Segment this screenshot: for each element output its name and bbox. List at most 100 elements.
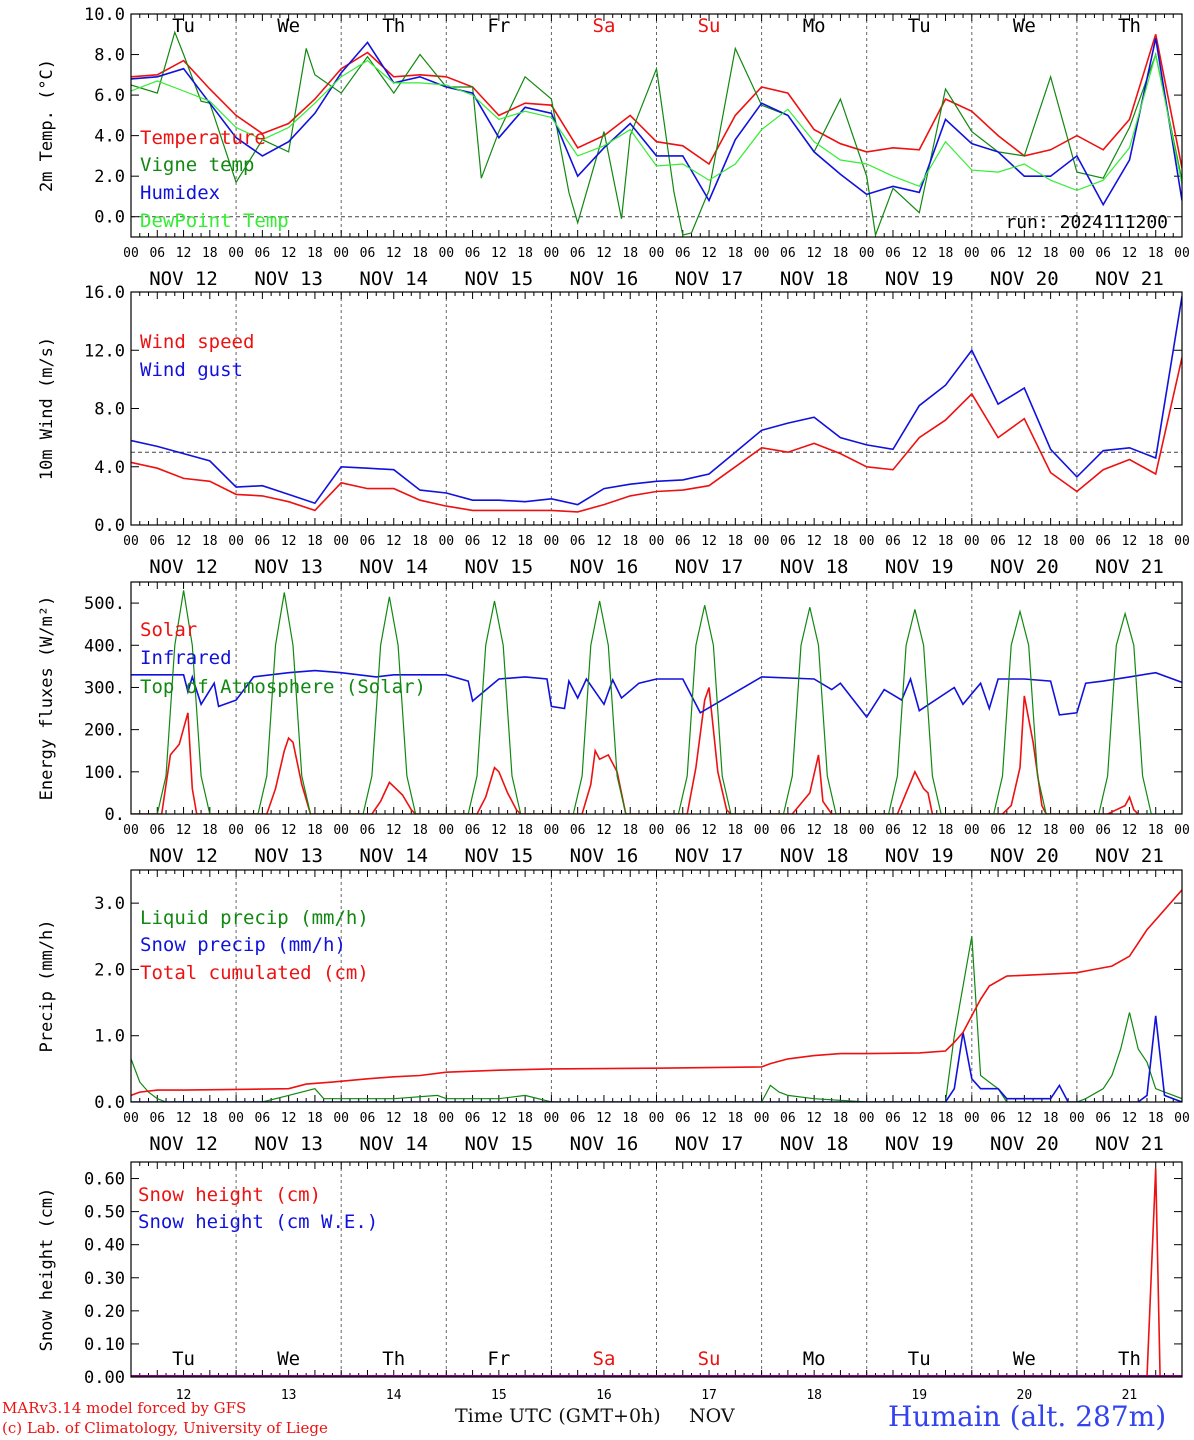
hour-label: 18	[307, 1111, 323, 1126]
date-label: NOV 16	[570, 268, 639, 290]
hour-label: 06	[149, 246, 165, 261]
series-line-wind-speed	[131, 357, 1182, 513]
y-tick-label: 4.0	[94, 458, 125, 478]
y-tick-label: 2.0	[94, 167, 125, 187]
hour-label: 06	[465, 246, 481, 261]
hour-label: 06	[1095, 534, 1111, 549]
y-tick-label: 0.60	[84, 1170, 125, 1190]
hour-label: 18	[833, 246, 849, 261]
y-tick-label: 100.	[84, 763, 125, 783]
plot-frame	[130, 1161, 1183, 1378]
y-tick-label: 500.	[84, 594, 125, 614]
hour-label: 00	[1069, 1111, 1085, 1126]
hour-label: 12	[386, 534, 402, 549]
hour-label: 12	[1122, 534, 1138, 549]
y-tick-label: 0.	[105, 805, 125, 825]
y-axis-label: Precip (mm/h)	[37, 919, 57, 1052]
plot-frame	[130, 13, 1183, 238]
date-label: NOV 13	[254, 1133, 323, 1155]
series-group	[131, 296, 1182, 513]
hour-label: 06	[360, 246, 376, 261]
hour-label: 12	[386, 246, 402, 261]
hour-label: 00	[754, 246, 770, 261]
hour-label: 00	[123, 246, 139, 261]
hour-label: 00	[544, 823, 560, 838]
hour-label: 18	[202, 823, 218, 838]
hour-label: 00	[649, 246, 665, 261]
chart-panel-4: 0.0 1.0 2.0 3.0 Precip (mm/h) Liquid precip (…	[37, 869, 1190, 1155]
legend-item: Total cumulated (cm)	[140, 962, 369, 984]
hour-label: 06	[570, 246, 586, 261]
hour-label: 18	[833, 823, 849, 838]
day-of-week-label: Su	[698, 15, 721, 37]
date-label: NOV 21	[1095, 268, 1164, 290]
model-credit: MARv3.14 model forced by GFS	[2, 1399, 247, 1417]
y-axis-label: Snow height (cm)	[37, 1188, 57, 1352]
hour-label: 18	[412, 534, 428, 549]
date-label: NOV 19	[885, 845, 954, 867]
hour-label: 06	[990, 534, 1006, 549]
hour-label: 00	[964, 1111, 980, 1126]
date-label: NOV 13	[254, 268, 323, 290]
hour-label: 12	[491, 1111, 507, 1126]
hour-label: 18	[202, 246, 218, 261]
hour-label: 06	[885, 246, 901, 261]
y-tick-label: 8.0	[94, 46, 125, 66]
day-of-week-label: We	[277, 1348, 300, 1370]
hour-label: 06	[885, 1111, 901, 1126]
hour-label: 12	[806, 246, 822, 261]
y-tick-label: 0.40	[84, 1236, 125, 1256]
legend-item: Liquid precip (mm/h)	[140, 907, 369, 929]
y-tick-label: 1.0	[94, 1027, 125, 1047]
series-group	[131, 590, 1182, 814]
hour-label: 12	[281, 823, 297, 838]
chart-panel-2: 0.0 4.0 8.0 12.0 16.0 10m Wind (m/s) Wind spee…	[37, 283, 1190, 578]
day-of-week-label: Mo	[803, 15, 826, 37]
hour-label: 00	[649, 823, 665, 838]
hour-label: 18	[517, 246, 533, 261]
hour-label: 06	[149, 823, 165, 838]
date-label: NOV 18	[780, 845, 849, 867]
hour-label: 18	[202, 534, 218, 549]
hour-label: 12	[176, 823, 192, 838]
legend-item: Wind speed	[140, 331, 254, 353]
hour-label: 06	[149, 1111, 165, 1126]
hour-label: 12	[911, 823, 927, 838]
hour-label: 06	[1095, 246, 1111, 261]
y-tick-label: 400.	[84, 636, 125, 656]
hour-label: 06	[255, 534, 271, 549]
hour-label: 06	[780, 534, 796, 549]
series-group	[131, 889, 1182, 1102]
y-tick-label: 0.00	[84, 1368, 125, 1388]
hour-label: 12	[386, 823, 402, 838]
hour-label: 06	[885, 534, 901, 549]
hour-label: 06	[570, 534, 586, 549]
date-label: NOV 12	[149, 268, 218, 290]
series-line-solar	[131, 687, 1139, 814]
hour-label: 00	[228, 246, 244, 261]
series-line-infrared	[131, 669, 1182, 719]
y-tick-label: 300.	[84, 678, 125, 698]
hour-label: 06	[675, 534, 691, 549]
hour-label: 12	[176, 1111, 192, 1126]
date-label: NOV 14	[359, 845, 428, 867]
hour-label: 18	[622, 246, 638, 261]
hour-label: 18	[1148, 823, 1164, 838]
day-of-week-label: Th	[382, 1348, 405, 1370]
day-of-week-label: Fr	[487, 15, 510, 37]
y-tick-label: 16.0	[84, 283, 125, 303]
hour-label: 00	[649, 1111, 665, 1126]
legend-item: Humidex	[140, 182, 220, 204]
hour-label: 18	[833, 1111, 849, 1126]
date-label: NOV 19	[885, 268, 954, 290]
hour-label: 06	[1095, 823, 1111, 838]
y-tick-label: 0.30	[84, 1269, 125, 1289]
hour-label: 18	[517, 1111, 533, 1126]
hour-label: 06	[780, 1111, 796, 1126]
hour-label: 12	[596, 534, 612, 549]
hour-label: 00	[649, 534, 665, 549]
hour-label: 06	[1095, 1111, 1111, 1126]
hour-label: 00	[333, 823, 349, 838]
hour-label: 12	[596, 246, 612, 261]
hour-label: 00	[859, 246, 875, 261]
